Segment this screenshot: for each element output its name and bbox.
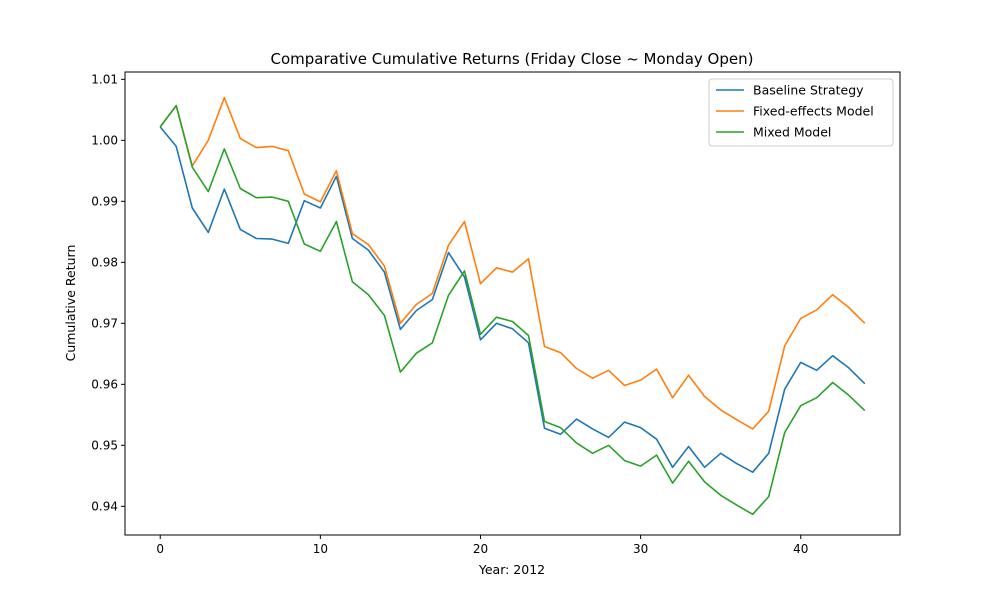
y-tick-label: 1.00 bbox=[91, 133, 118, 147]
y-tick-label: 1.01 bbox=[91, 72, 118, 86]
x-tick-label: 10 bbox=[313, 542, 328, 556]
plot-frame bbox=[124, 71, 901, 536]
y-tick-label: 0.98 bbox=[91, 255, 118, 269]
x-axis-label: Year: 2012 bbox=[478, 562, 545, 577]
series-line-2 bbox=[159, 104, 866, 516]
series-lines bbox=[159, 96, 866, 516]
x-tick-label: 40 bbox=[793, 542, 808, 556]
y-axis: 0.94 0.95 0.96 0.97 0.98 0.99 1.00 1.01 bbox=[91, 72, 125, 513]
legend-label: Mixed Model bbox=[753, 125, 831, 140]
legend-label: Fixed-effects Model bbox=[753, 104, 874, 119]
y-axis-label: Cumulative Return bbox=[63, 245, 78, 362]
chart-title: Comparative Cumulative Returns (Friday C… bbox=[271, 50, 754, 68]
y-tick-label: 0.97 bbox=[91, 316, 118, 330]
y-tick-label: 0.96 bbox=[91, 377, 118, 391]
legend: Baseline Strategy Fixed-effects Model Mixe… bbox=[708, 78, 894, 147]
x-axis: 0 10 20 30 40 bbox=[156, 535, 808, 556]
x-tick-label: 30 bbox=[633, 542, 648, 556]
y-tick-label: 0.94 bbox=[91, 499, 118, 513]
x-tick-label: 0 bbox=[156, 542, 164, 556]
legend-box bbox=[708, 78, 894, 147]
series-line-1 bbox=[159, 96, 866, 430]
x-tick-label: 20 bbox=[473, 542, 488, 556]
y-tick-label: 0.99 bbox=[91, 194, 118, 208]
y-tick-label: 0.95 bbox=[91, 438, 118, 452]
legend-label: Baseline Strategy bbox=[753, 83, 864, 98]
series-line-0 bbox=[159, 126, 866, 474]
